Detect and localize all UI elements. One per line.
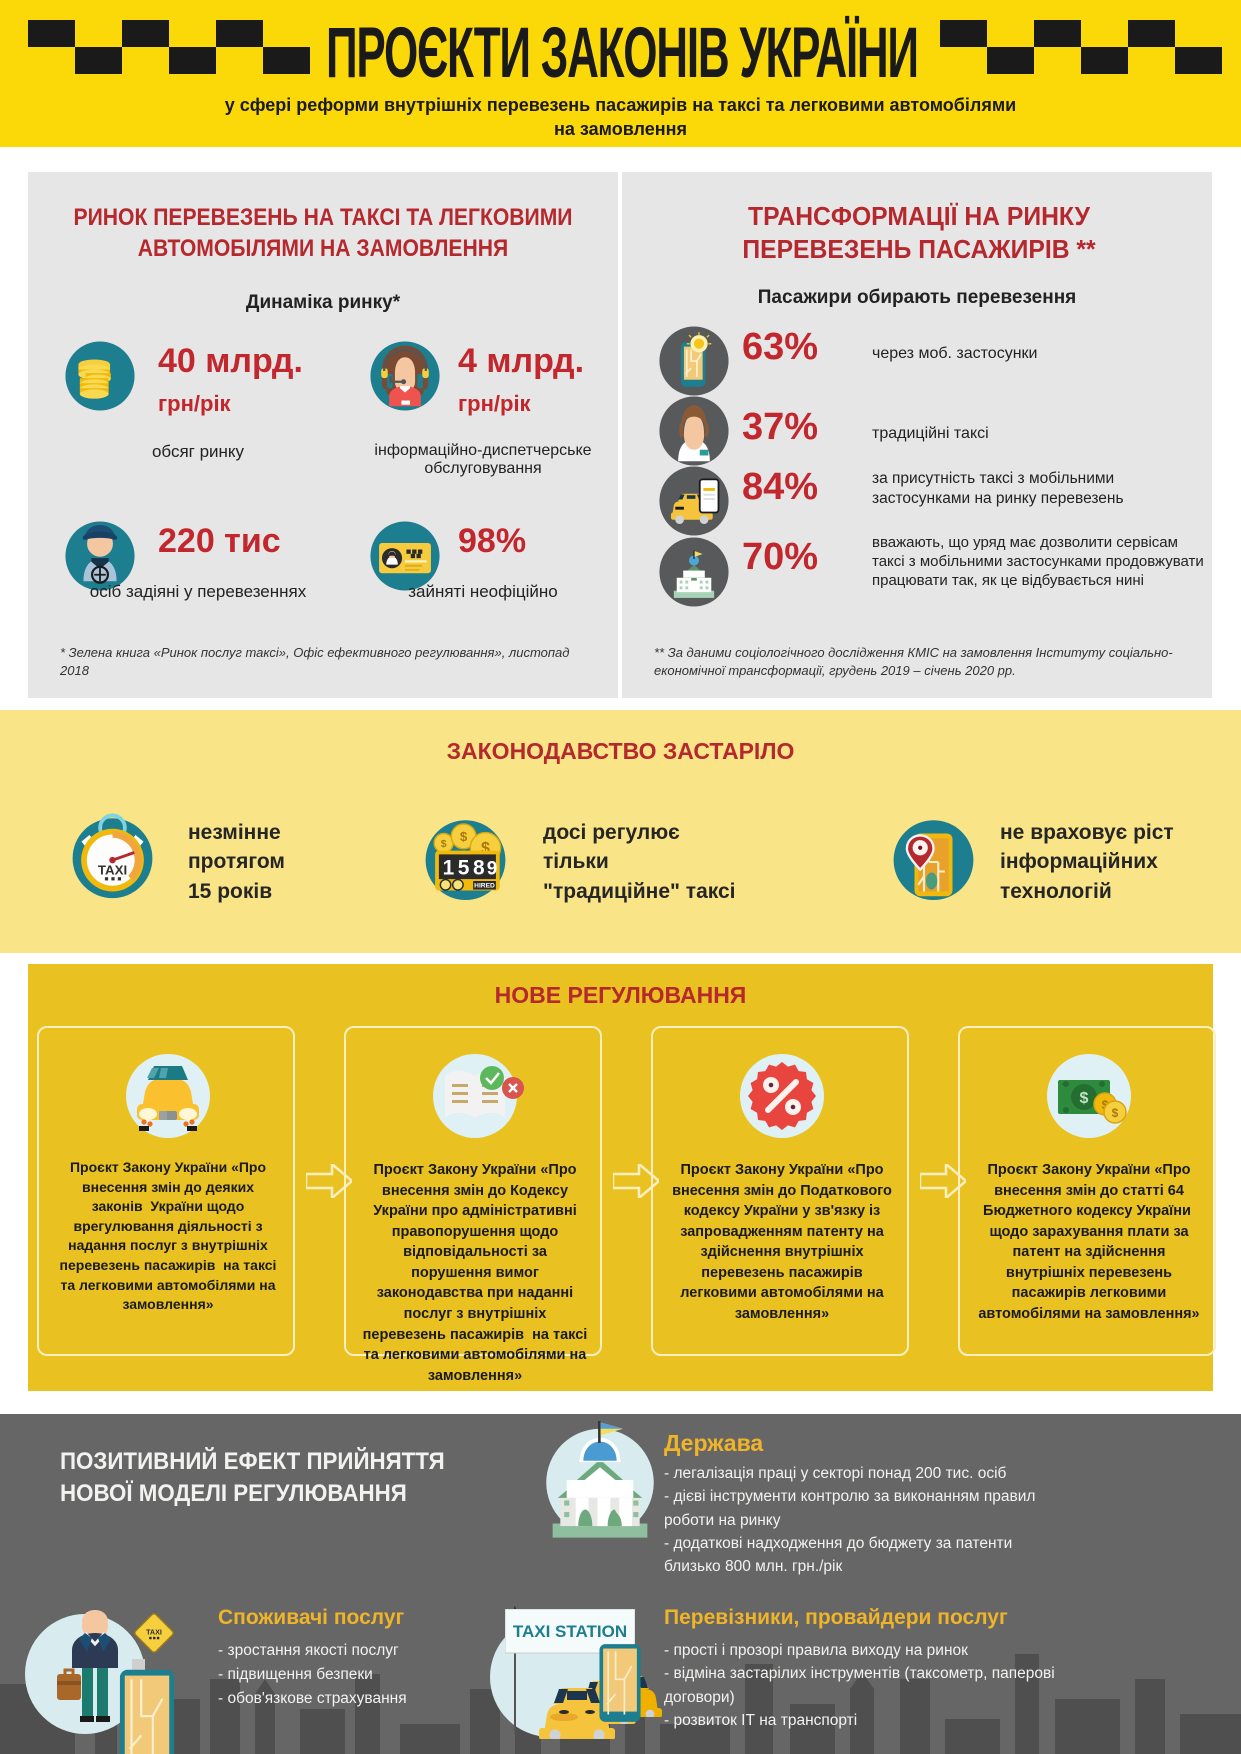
svg-text:$: $ xyxy=(441,839,447,850)
svg-text:9: 9 xyxy=(487,858,498,879)
svg-text:5: 5 xyxy=(458,856,470,879)
svg-text:$: $ xyxy=(1112,1106,1119,1120)
svg-text:1: 1 xyxy=(443,856,455,879)
svg-text:$: $ xyxy=(460,829,468,844)
svg-text:TAXI: TAXI xyxy=(98,862,127,877)
svg-text:HIRED: HIRED xyxy=(474,883,495,890)
svg-text:8: 8 xyxy=(473,856,485,879)
svg-text:TAXI: TAXI xyxy=(146,1627,162,1636)
svg-text:$: $ xyxy=(1080,1090,1089,1107)
